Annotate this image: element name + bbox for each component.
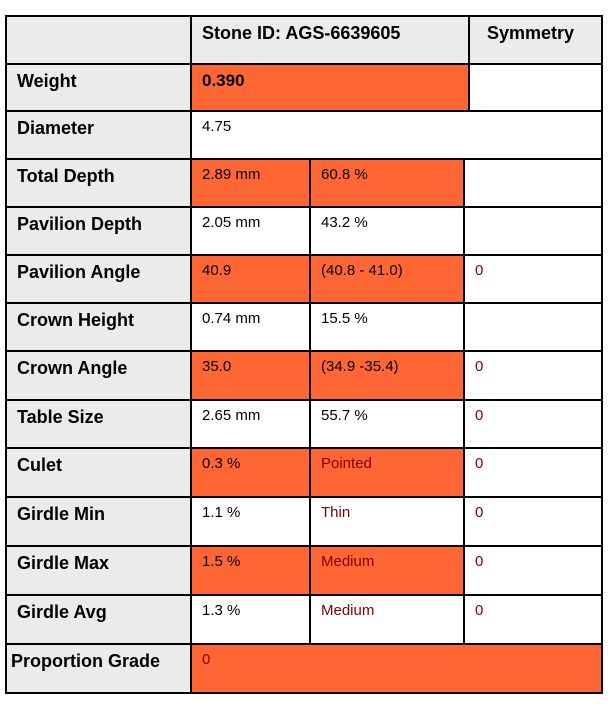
crown-angle-symmetry: 0 bbox=[463, 350, 603, 401]
total-depth-pct: 60.8 % bbox=[309, 158, 465, 208]
girdle-min-desc: Thin bbox=[309, 496, 465, 547]
diameter-value: 4.75 bbox=[190, 110, 603, 160]
crown-height-pct: 15.5 % bbox=[309, 302, 465, 352]
crown-angle-label: Crown Angle bbox=[5, 350, 192, 401]
culet-label: Culet bbox=[5, 447, 192, 498]
pavilion-depth-pct: 43.2 % bbox=[309, 206, 465, 256]
culet-symmetry: 0 bbox=[463, 447, 603, 498]
stone-id-header: Stone ID: AGS-6639605 bbox=[190, 15, 470, 65]
pavilion-angle-label: Pavilion Angle bbox=[5, 254, 192, 304]
girdle-avg-label: Girdle Avg bbox=[5, 594, 192, 645]
total-depth-symmetry bbox=[463, 158, 603, 208]
pavilion-depth-mm: 2.05 mm bbox=[190, 206, 311, 256]
header-blank-cell bbox=[5, 15, 192, 65]
girdle-max-label: Girdle Max bbox=[5, 545, 192, 596]
culet-pct: 0.3 % bbox=[190, 447, 311, 498]
proportion-grade-label: Proportion Grade bbox=[5, 643, 192, 694]
culet-desc: Pointed bbox=[309, 447, 465, 498]
crown-angle-range: (34.9 -35.4) bbox=[309, 350, 465, 401]
girdle-min-pct: 1.1 % bbox=[190, 496, 311, 547]
girdle-avg-symmetry: 0 bbox=[463, 594, 603, 645]
pavilion-angle-value: 40.9 bbox=[190, 254, 311, 304]
crown-height-mm: 0.74 mm bbox=[190, 302, 311, 352]
total-depth-label: Total Depth bbox=[5, 158, 192, 208]
table-size-symmetry: 0 bbox=[463, 399, 603, 449]
crown-height-label: Crown Height bbox=[5, 302, 192, 352]
pavilion-depth-label: Pavilion Depth bbox=[5, 206, 192, 256]
pavilion-depth-symmetry bbox=[463, 206, 603, 256]
table-size-pct: 55.7 % bbox=[309, 399, 465, 449]
girdle-max-desc: Medium bbox=[309, 545, 465, 596]
girdle-avg-pct: 1.3 % bbox=[190, 594, 311, 645]
weight-label: Weight bbox=[5, 63, 192, 112]
table-size-label: Table Size bbox=[5, 399, 192, 449]
symmetry-header: Symmetry bbox=[468, 15, 603, 65]
pavilion-angle-symmetry: 0 bbox=[463, 254, 603, 304]
girdle-max-pct: 1.5 % bbox=[190, 545, 311, 596]
crown-angle-value: 35.0 bbox=[190, 350, 311, 401]
crown-height-symmetry bbox=[463, 302, 603, 352]
pavilion-angle-range: (40.8 - 41.0) bbox=[309, 254, 465, 304]
weight-symmetry bbox=[468, 63, 603, 112]
total-depth-mm: 2.89 mm bbox=[190, 158, 311, 208]
weight-value: 0.390 bbox=[190, 63, 470, 112]
diameter-label: Diameter bbox=[5, 110, 192, 160]
girdle-avg-desc: Medium bbox=[309, 594, 465, 645]
table-size-mm: 2.65 mm bbox=[190, 399, 311, 449]
girdle-min-symmetry: 0 bbox=[463, 496, 603, 547]
girdle-min-label: Girdle Min bbox=[5, 496, 192, 547]
girdle-max-symmetry: 0 bbox=[463, 545, 603, 596]
proportion-grade-value: 0 bbox=[190, 643, 603, 694]
